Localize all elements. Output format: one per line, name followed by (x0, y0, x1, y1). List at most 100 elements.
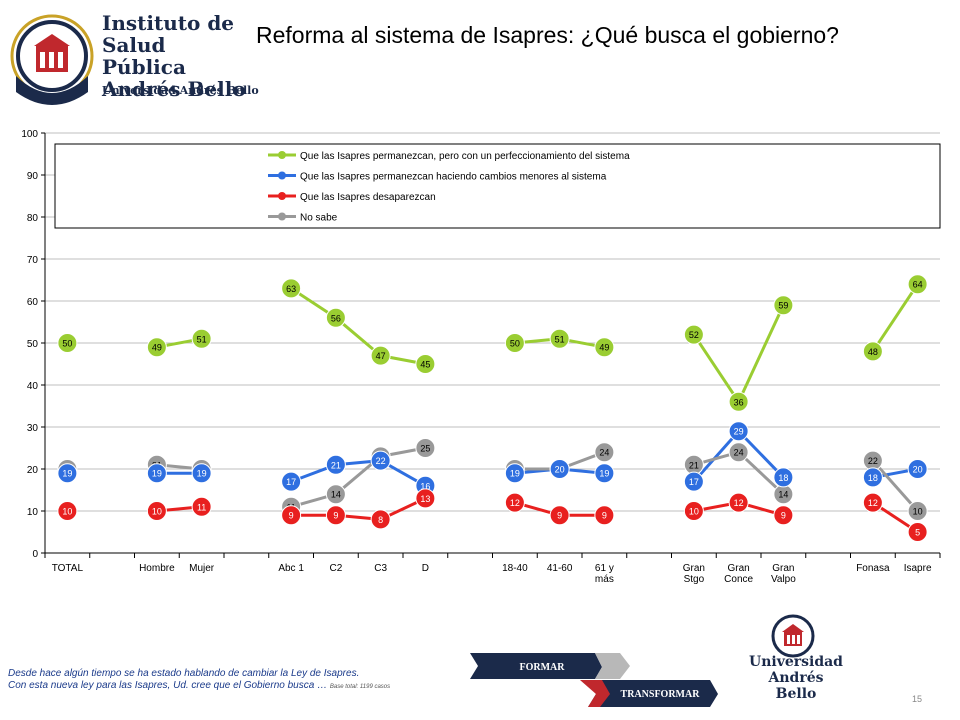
data-label: 25 (420, 444, 430, 454)
y-tick-label: 50 (27, 339, 39, 350)
data-point (146, 463, 167, 484)
data-label: 22 (376, 456, 386, 466)
data-point (325, 307, 346, 328)
data-label: 19 (197, 469, 207, 479)
x-tick-label: C2 (329, 563, 342, 574)
data-point (549, 459, 570, 479)
data-label: 29 (734, 427, 744, 437)
data-point (862, 341, 883, 362)
data-label: 12 (868, 498, 878, 508)
data-label: 50 (510, 339, 520, 349)
data-point (504, 492, 525, 513)
series-line (692, 430, 740, 483)
data-point (281, 471, 302, 492)
logo-line-2: Salud Pública (102, 33, 186, 79)
series-line (871, 459, 919, 512)
question-note: Desde hace algún tiempo se ha estado hab… (8, 668, 390, 693)
page-number: 15 (912, 694, 923, 704)
legend-swatch-marker (278, 171, 286, 180)
data-point (191, 463, 212, 484)
data-point (594, 337, 615, 358)
formar-transformar-banner: FORMAR TRANSFORMAR (470, 653, 718, 707)
data-label: 9 (289, 511, 294, 521)
data-label: 19 (62, 469, 72, 479)
data-point (370, 509, 391, 530)
line-chart: 0 10 20 30 40 50 60 70 80 90 100 TOTAL Hombre Mujer Ab… (21, 129, 941, 585)
data-point (683, 324, 704, 345)
logo-subtitle: Universidad Andrés Bello (102, 84, 259, 97)
x-tick-label: Gran Stgo (683, 563, 705, 585)
data-point (415, 354, 436, 374)
data-point (415, 488, 436, 509)
data-point (146, 501, 167, 521)
y-tick-label: 100 (21, 129, 38, 140)
data-point (683, 471, 704, 492)
series-line (737, 451, 785, 496)
y-tick-label: 0 (32, 549, 38, 560)
x-tick-label: Gran Conce (724, 563, 753, 585)
data-point (728, 421, 749, 442)
data-label: 10 (913, 507, 923, 517)
y-tick-label: 60 (27, 297, 39, 308)
data-point (862, 467, 883, 488)
data-label: 10 (152, 507, 162, 517)
x-tick-label: Fonasa (856, 563, 890, 574)
x-tick-label: Gran Valpo (771, 563, 796, 585)
series-line (737, 304, 785, 403)
data-point (325, 505, 346, 526)
data-label: 48 (868, 347, 878, 357)
data-point (773, 467, 794, 488)
data-label: 16 (420, 481, 430, 491)
y-tick-label: 70 (27, 255, 39, 266)
data-point (728, 442, 749, 463)
data-label: 45 (420, 360, 430, 370)
x-tick-label: Mujer (189, 563, 215, 574)
x-tick-label: 61 y más (595, 563, 614, 585)
data-point (773, 505, 794, 526)
data-point (907, 501, 928, 521)
data-label: 51 (197, 334, 207, 344)
institute-logo: Instituto de Salud Pública Andrés Bello … (6, 6, 259, 110)
data-label: 12 (734, 498, 744, 508)
y-tick-label: 10 (27, 507, 39, 518)
banner-formar: FORMAR (520, 662, 566, 673)
data-label: 64 (913, 280, 923, 290)
legend-swatch-marker (278, 212, 286, 221)
data-label: 18 (778, 473, 788, 483)
legend-label: Que las Isapres permanezcan haciendo cam… (300, 172, 607, 183)
series-line (871, 283, 919, 353)
data-point (191, 328, 212, 349)
data-label: 12 (510, 498, 520, 508)
base-note: Base total: 1199 casos (329, 684, 391, 690)
data-point (773, 295, 794, 316)
data-point (594, 505, 615, 526)
data-point (504, 463, 525, 484)
series-line (692, 333, 740, 403)
data-point (325, 484, 346, 505)
logo-line-1: Instituto de (102, 11, 235, 35)
university-line-1: Universidad (749, 654, 843, 670)
logo-line-3: Andrés Bello (102, 77, 246, 101)
y-tick-label: 80 (27, 213, 39, 224)
y-tick-label: 40 (27, 381, 39, 392)
data-label: 10 (62, 507, 72, 517)
x-tick-label: Abc 1 (278, 563, 304, 574)
x-tick-label: TOTAL (52, 563, 84, 574)
data-point (907, 274, 928, 295)
data-label: 52 (689, 330, 699, 340)
data-point (549, 505, 570, 526)
data-label: 47 (376, 351, 386, 361)
data-label: 10 (689, 507, 699, 517)
series-line (737, 430, 785, 479)
question-line-2: Con esta nueva ley para las Isapres, Ud.… (8, 680, 328, 691)
data-label: 22 (868, 456, 878, 466)
data-label: 19 (510, 469, 520, 479)
data-label: 5 (915, 528, 920, 538)
data-point (57, 463, 78, 484)
data-point (57, 333, 78, 353)
data-label: 49 (152, 343, 162, 353)
x-tick-label: Hombre (139, 563, 175, 574)
data-point (594, 463, 615, 484)
data-label: 24 (734, 448, 744, 458)
data-label: 9 (781, 511, 786, 521)
